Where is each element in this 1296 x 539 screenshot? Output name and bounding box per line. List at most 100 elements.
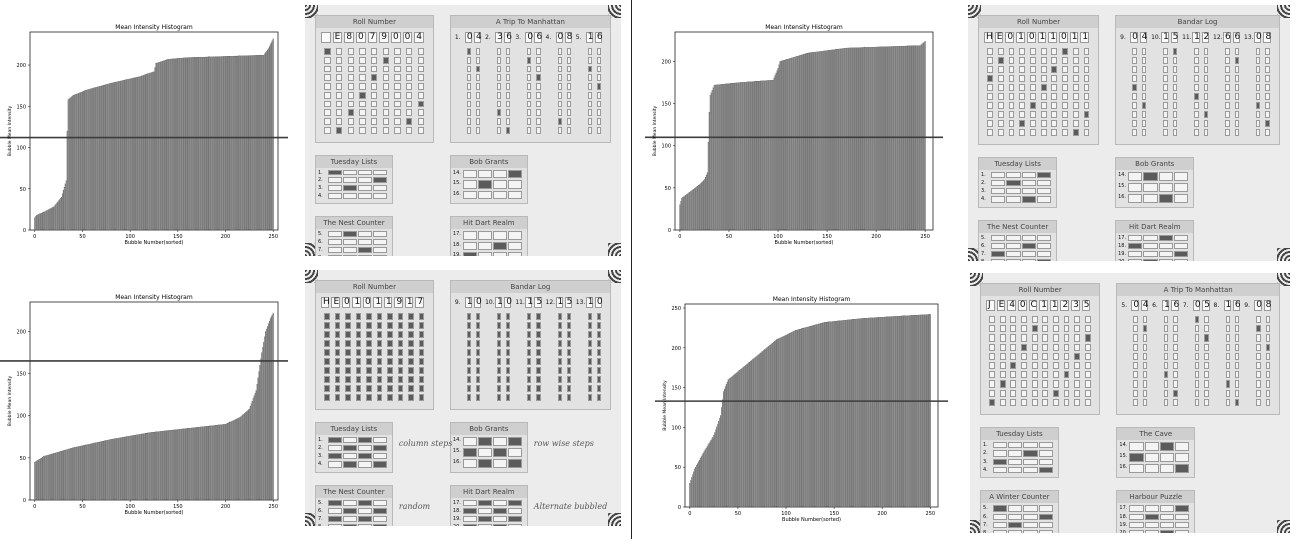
bubble (476, 340, 481, 347)
bubble (1031, 362, 1038, 370)
bar (829, 50, 831, 231)
bar (794, 330, 796, 508)
bubble (1074, 389, 1081, 397)
bubble (324, 109, 331, 116)
bar (238, 55, 240, 231)
question-number: 9. (454, 299, 461, 306)
bar (223, 56, 225, 231)
bubble (1164, 325, 1169, 333)
bar (773, 341, 775, 508)
bar (199, 426, 201, 501)
bar (40, 213, 41, 231)
bar (790, 332, 792, 508)
bar (155, 431, 157, 501)
bubble (370, 91, 378, 99)
bar (40, 213, 42, 231)
bar (689, 483, 691, 508)
bubble (476, 358, 481, 365)
bubble (418, 322, 425, 329)
bubble (1029, 102, 1036, 109)
bar (802, 328, 804, 508)
bar (697, 463, 698, 508)
bar (46, 210, 48, 231)
bar (251, 55, 253, 231)
bar (75, 94, 77, 231)
bubble (1023, 450, 1038, 457)
bubble (1141, 93, 1147, 100)
bar (793, 331, 795, 508)
bar (849, 319, 851, 508)
bubble (566, 65, 571, 73)
bar (912, 315, 914, 508)
bubble (999, 371, 1006, 379)
bubble (334, 331, 341, 338)
x-tick-label: 0 (33, 234, 36, 240)
bubble (997, 93, 1004, 100)
bubble (1051, 93, 1058, 100)
answer-section: Bob Grants 14. 15. 16. (1115, 157, 1195, 208)
bar (105, 440, 107, 501)
answer-digit-box: 6 (594, 32, 603, 43)
bubble (1008, 450, 1023, 457)
bubble (987, 93, 994, 100)
bar (721, 407, 723, 508)
bubble (1019, 111, 1026, 118)
bar (93, 443, 95, 501)
roll-digit-text: 0 (1028, 32, 1035, 42)
bubble (1132, 84, 1137, 91)
bar (866, 318, 868, 508)
question-number: 15. (1119, 453, 1128, 460)
bubble (359, 56, 366, 64)
bar (122, 437, 123, 501)
bubble (477, 458, 492, 468)
bubble (506, 385, 511, 392)
bar (733, 82, 735, 231)
bubble (1021, 362, 1027, 370)
bar (784, 335, 786, 508)
bubble (357, 177, 372, 184)
bubble (1234, 325, 1240, 333)
bar (164, 60, 165, 231)
bar (883, 46, 885, 231)
bubble (1072, 120, 1079, 127)
bar (206, 56, 208, 231)
bubble (527, 48, 532, 55)
bubble (1265, 389, 1270, 397)
bar (236, 418, 238, 501)
bar (158, 62, 160, 231)
bar (230, 421, 232, 501)
bar (255, 390, 257, 501)
bubble (566, 322, 571, 329)
bubble (382, 126, 390, 134)
bubble (1142, 325, 1148, 333)
bubble (506, 313, 511, 320)
bubble (334, 340, 341, 347)
bubble (596, 358, 601, 365)
bubble (596, 340, 601, 347)
bar (79, 92, 81, 231)
bar (819, 51, 821, 231)
bubble (1036, 250, 1052, 258)
bar (233, 420, 235, 501)
roll-digit-box: 0 (1026, 32, 1036, 43)
roll-digit-text: 1 (1051, 300, 1058, 310)
bubble (527, 100, 532, 108)
corner-marker-icon (305, 243, 318, 256)
bubble (342, 254, 357, 256)
bar (723, 83, 725, 231)
question-number: 14. (1119, 442, 1128, 448)
bar (800, 55, 802, 231)
bubble (1021, 325, 1027, 333)
bar (36, 460, 38, 501)
bubble (492, 499, 507, 506)
roll-digit-box: E (332, 32, 343, 43)
bar (37, 214, 39, 231)
bar (799, 329, 800, 508)
bubble (1225, 84, 1230, 91)
chart-title: Mean Intensity Histogram (115, 24, 193, 31)
bar (741, 82, 743, 231)
bar (173, 58, 175, 231)
bar (221, 424, 223, 501)
answer-section: Bandar Log 9. 0 4 10. 1 5 11. 1 2 12. 6 6 13. 0 8 (1115, 15, 1280, 145)
